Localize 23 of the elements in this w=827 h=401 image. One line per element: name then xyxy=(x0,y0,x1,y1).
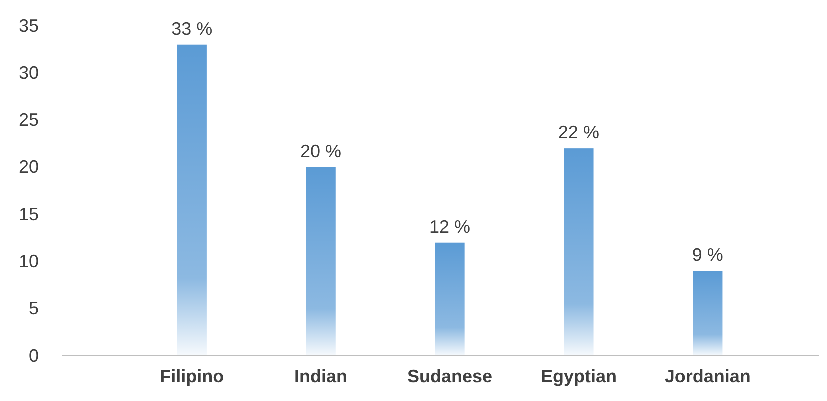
y-tick-label: 20 xyxy=(18,157,39,178)
data-label: 22 % xyxy=(558,122,600,143)
y-tick-label: 30 xyxy=(18,62,39,83)
x-tick-label: Sudanese xyxy=(407,366,493,386)
bar xyxy=(306,167,336,356)
x-tick-label: Filipino xyxy=(160,366,224,386)
data-label: 12 % xyxy=(429,216,471,237)
data-label: 20 % xyxy=(300,141,342,162)
y-tick-label: 5 xyxy=(28,298,39,319)
bar xyxy=(693,271,723,356)
y-tick-label: 25 xyxy=(18,110,39,130)
x-tick-label: Jordanian xyxy=(664,366,751,386)
bar xyxy=(177,44,207,356)
y-tick-label: 15 xyxy=(18,204,39,224)
y-tick-label: 10 xyxy=(18,251,39,272)
data-label: 33 % xyxy=(172,18,213,39)
y-tick-label: 0 xyxy=(28,346,39,366)
bar xyxy=(564,148,594,356)
y-tick-label: 35 xyxy=(18,16,39,36)
data-label: 9 % xyxy=(692,245,724,266)
x-tick-label: Egyptian xyxy=(540,366,617,386)
x-tick-label: Indian xyxy=(294,366,348,386)
bar xyxy=(435,242,465,356)
